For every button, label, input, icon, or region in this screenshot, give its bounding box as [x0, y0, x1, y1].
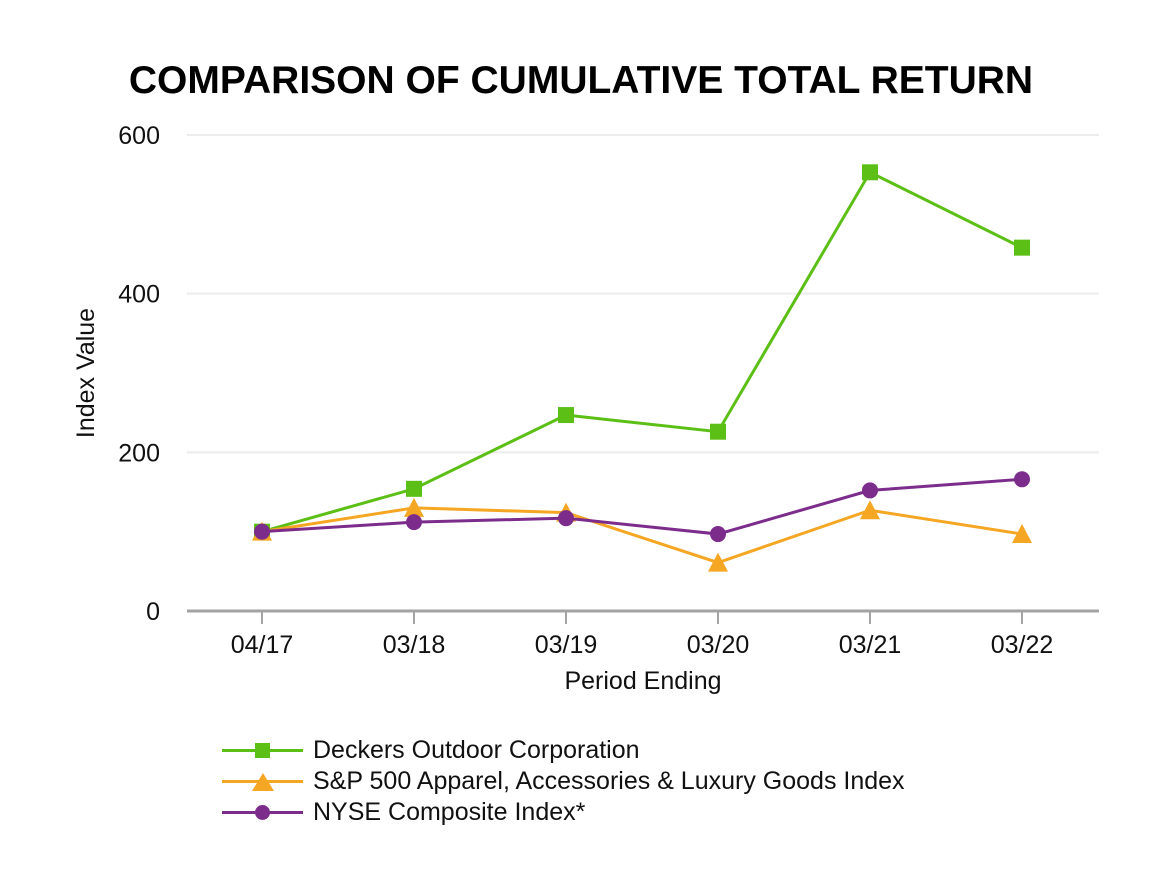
series-line-square [261, 170, 1023, 534]
x-tick-label: 03/18 [383, 631, 446, 659]
x-tick-label: 03/22 [991, 631, 1054, 659]
legend-swatch-sp500-apparel [222, 770, 303, 794]
series-line-circle [261, 477, 1023, 536]
data-point-circle [710, 526, 726, 543]
data-point-square [1014, 239, 1030, 256]
data-point-triangle [404, 497, 424, 517]
legend-item-sp500-apparel: S&P 500 Apparel, Accessories & Luxury Go… [222, 766, 905, 797]
series-line-triangle [261, 506, 1023, 565]
data-point-triangle [860, 500, 880, 520]
x-tick-label: 04/17 [231, 631, 294, 659]
data-point-circle [406, 514, 422, 531]
y-axis-title: Index Value [72, 307, 100, 439]
triangle-marker-icon [251, 772, 274, 791]
x-axis-title: Period Ending [564, 667, 722, 695]
y-tick-label: 0 [146, 598, 160, 626]
data-point-circle [1014, 471, 1030, 488]
data-point-square [862, 164, 878, 181]
data-point-circle [254, 523, 270, 540]
data-point-triangle [1012, 524, 1032, 544]
chart-title: COMPARISON OF CUMULATIVE TOTAL RETURN [128, 59, 1034, 102]
legend-label-deckers: Deckers Outdoor Corporation [313, 736, 640, 764]
y-tick-label: 200 [118, 439, 160, 467]
circle-marker-icon [254, 805, 270, 820]
x-tick-label: 03/19 [535, 631, 598, 659]
data-point-square [406, 480, 422, 497]
square-marker-icon [255, 743, 270, 758]
data-point-circle [862, 482, 878, 499]
legend-swatch-deckers [222, 739, 303, 763]
legend-swatch-nyse-composite [222, 801, 303, 825]
legend: Deckers Outdoor Corporation S&P 500 Appa… [222, 735, 905, 828]
data-point-square [710, 423, 726, 440]
legend-label-sp500-apparel: S&P 500 Apparel, Accessories & Luxury Go… [313, 767, 905, 795]
x-tick-label: 03/21 [839, 631, 902, 659]
data-point-circle [558, 510, 574, 527]
legend-label-nyse-composite: NYSE Composite Index* [313, 798, 586, 826]
data-point-triangle [708, 552, 728, 572]
data-point-square [558, 407, 574, 424]
y-tick-label: 600 [118, 122, 160, 150]
y-tick-label: 400 [118, 281, 160, 309]
x-tick-label: 03/20 [687, 631, 750, 659]
legend-item-nyse-composite: NYSE Composite Index* [222, 797, 905, 828]
legend-item-deckers: Deckers Outdoor Corporation [222, 735, 905, 766]
